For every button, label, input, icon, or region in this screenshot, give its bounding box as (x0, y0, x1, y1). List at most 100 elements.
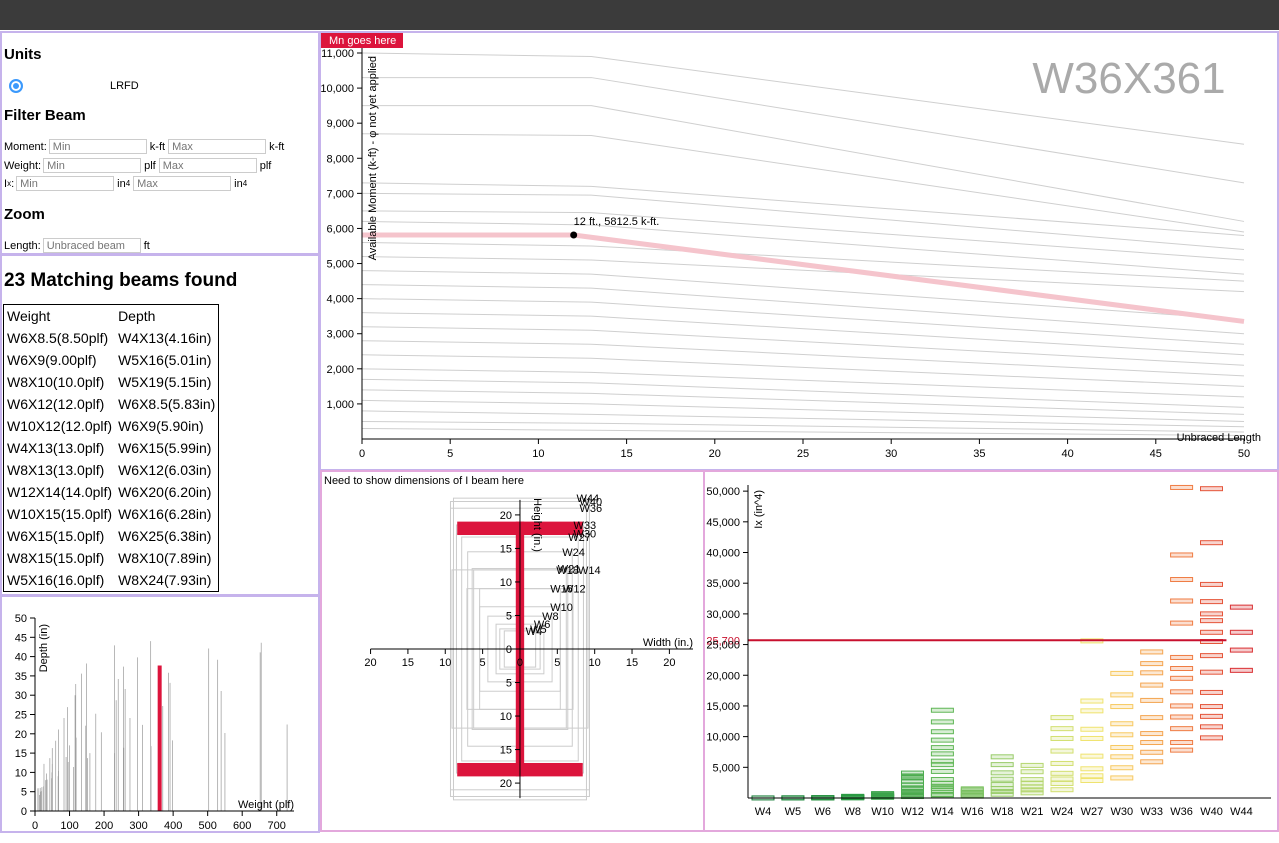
unit: in (117, 177, 126, 190)
table-cell: W10X15(15.0plf) (7, 506, 113, 522)
ix-strip (1200, 735, 1223, 741)
y-tick-label: 50,000 (706, 486, 740, 498)
x-tick-label: 30 (885, 448, 897, 460)
ix-strip (1170, 552, 1194, 558)
background-line (361, 354, 1245, 387)
ix-panel: W4 W5 W6 W8 W10 W12 W14 W16 W18 W21 W24 W27 W30 W33 W3… (703, 470, 1279, 832)
ix-strip (990, 782, 1014, 788)
ix-strip (1140, 670, 1164, 676)
input[interactable] (133, 176, 232, 191)
y-tick-label: 10 (15, 767, 27, 779)
highlight-point (570, 231, 578, 239)
table-cell: W6X8.5(8.50plf) (7, 330, 109, 346)
ix-strip (1140, 749, 1164, 755)
x-tick-label: W33 (1140, 806, 1163, 818)
y-axis-label: Available Moment (k-ft) - φ not yet appl… (367, 56, 379, 260)
ix-strip (1050, 770, 1074, 776)
results: 23 Matching beams found Weight Depth W6X8.… (0, 254, 320, 596)
input[interactable] (168, 139, 267, 154)
input[interactable] (16, 176, 115, 191)
y-tick-label: 40 (15, 652, 27, 664)
x-tick-label: W30 (1110, 806, 1133, 818)
y-tick-label: 30,000 (706, 609, 740, 621)
radio[interactable] (9, 79, 23, 93)
x-tick-label: 15 (620, 448, 632, 460)
ix-strip (1200, 599, 1223, 605)
ix-strip (1050, 760, 1074, 766)
x-tick-label: 20 (709, 448, 721, 460)
ix-strip (930, 707, 954, 713)
zoom-row: Length: ft (4, 238, 150, 253)
section-label: W33 (573, 520, 596, 532)
ix-strip (1200, 611, 1223, 617)
x-tick-label: 45 (1150, 448, 1162, 460)
y-tick-label: 45 (15, 632, 27, 644)
background-line (361, 326, 1245, 366)
input[interactable] (48, 139, 147, 154)
section-label: W24 (562, 547, 585, 559)
x-tick-label: 200 (95, 820, 113, 831)
ix-strip (990, 754, 1014, 760)
background-line (361, 410, 1245, 428)
table-cell: W5X19(5.15in) (118, 374, 212, 390)
table-row: W6X9(9.00plf) W5X16(5.01in) (4, 349, 219, 371)
section-label: W27 (568, 532, 591, 544)
ix-strip (1020, 769, 1044, 775)
section-label: W36 (579, 503, 602, 515)
y-tick-label: 50 (15, 613, 27, 625)
x-tick-label: W8 (844, 806, 861, 818)
input[interactable] (43, 158, 142, 173)
x-tick-label: 600 (233, 820, 251, 831)
ix-strip (960, 786, 984, 792)
ix-strip (1080, 698, 1104, 704)
x-tick-label: W16 (961, 806, 984, 818)
background-line (361, 133, 1245, 233)
input[interactable] (42, 238, 141, 253)
table-row: W8X15(15.0plf) W8X10(7.89in) (4, 547, 219, 569)
ix-strip (871, 791, 895, 797)
table-cell: W6X9(5.90in) (118, 418, 204, 434)
input[interactable] (158, 158, 257, 173)
x-tick-label: 5 (480, 657, 486, 669)
background-line (362, 77, 1245, 184)
ix-strip (1110, 744, 1134, 750)
ix-strip (1050, 726, 1074, 732)
x-tick-label: 5 (554, 657, 560, 669)
ix-strip (1200, 689, 1223, 695)
ix-strip (1200, 629, 1223, 635)
unit-sup: 4 (242, 179, 248, 188)
table-row: W6X8.5(8.50plf) W4X13(4.16in) (4, 327, 219, 349)
x-tick-label: 20 (663, 657, 675, 669)
table-cell: W6X15(15.0plf) (7, 528, 105, 544)
ix-strip (930, 777, 954, 783)
background-line (361, 270, 1245, 321)
ix-strip (901, 785, 924, 791)
ix-strip (1170, 689, 1194, 695)
y-tick-label: 5 (506, 610, 512, 622)
ix-strip (1110, 721, 1134, 727)
ix-strip (1080, 735, 1104, 741)
ix-strip (901, 773, 924, 779)
ix-strip (1170, 598, 1194, 604)
y-tick-label: 20 (15, 729, 27, 741)
ix-strip (1020, 762, 1044, 768)
ix-strip (1170, 620, 1194, 626)
x-tick-label: 10 (532, 448, 544, 460)
section-label: W10 (550, 602, 573, 614)
y-tick-label: 45,000 (706, 517, 740, 529)
ix-strip (1140, 740, 1164, 746)
ix-strip (930, 783, 954, 789)
ix-strip (1050, 735, 1074, 741)
y-tick-label: 15,000 (706, 701, 740, 713)
table-row: Weight Depth (4, 305, 219, 328)
controls: Units LRFD Filter Beam Moment: k-ft k-ft… (0, 31, 320, 255)
x-tick-label: 20 (364, 657, 376, 669)
ix-strip (930, 768, 954, 774)
ix-strip (1229, 604, 1253, 610)
table-cell: W6X12(12.0plf) (7, 396, 105, 412)
y-tick-label: 20,000 (706, 670, 740, 682)
table-row: W6X12(12.0plf) W6X8.5(5.83in) (4, 393, 219, 415)
table-cell: W4X13(4.16in) (118, 330, 212, 346)
unit: plf (144, 159, 156, 172)
